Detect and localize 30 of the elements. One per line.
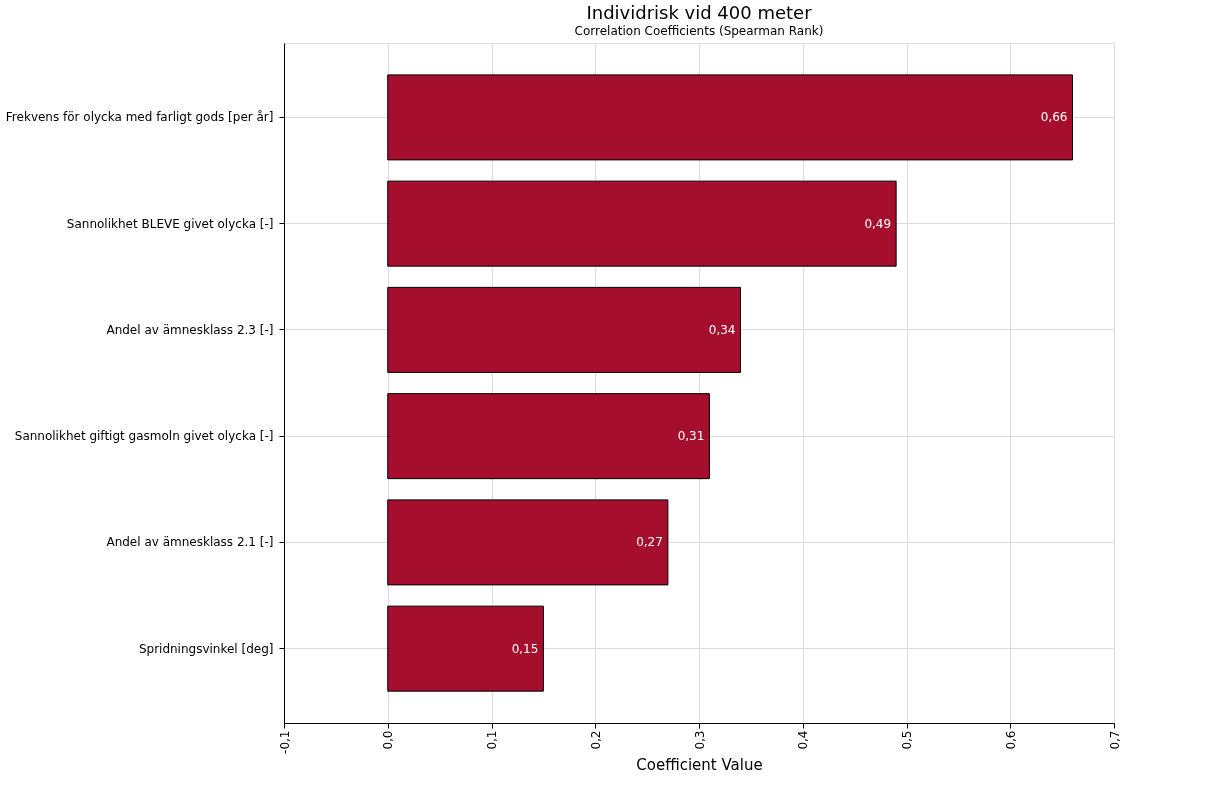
y-tick-label: Spridningsvinkel [deg]	[138, 641, 274, 656]
bar	[387, 74, 1073, 161]
x-tick-label: -0,1	[277, 730, 292, 754]
data-label: 0,27	[636, 535, 663, 550]
y-tick-label: Sannolikhet BLEVE givet olycka [-]	[66, 216, 274, 231]
x-tick-label: 0,1	[485, 730, 499, 750]
x-tick-label: 0,5	[900, 730, 914, 750]
x-tick-label: 0,0	[381, 730, 396, 750]
bar	[387, 393, 710, 480]
x-tick-label: 0,7	[1107, 730, 1122, 750]
bar	[387, 180, 897, 267]
bar	[387, 286, 741, 373]
x-tick-label: 0,3	[692, 730, 707, 750]
x-axis-title: Coefficient Value	[636, 755, 763, 774]
x-tick-label: 0,2	[588, 730, 603, 750]
data-label: 0,66	[1040, 110, 1068, 125]
bar	[387, 605, 544, 692]
data-label: 0,15	[511, 641, 539, 656]
y-tick-label: Andel av ämnesklass 2.1 [-]	[106, 535, 274, 550]
x-tick-label: 0,6	[1003, 730, 1018, 750]
data-label: 0,34	[708, 322, 736, 337]
chart-title: Individrisk vid 400 meter	[586, 2, 813, 23]
bar	[387, 499, 669, 586]
y-tick-label: Andel av ämnesklass 2.3 [-]	[106, 322, 274, 337]
chart-subtitle: Correlation Coefficients (Spearman Rank)	[574, 24, 824, 38]
y-tick-label: Sannolikhet giftigt gasmoln givet olycka [-]	[14, 429, 274, 444]
y-tick-label: Frekvens för olycka med farligt gods [per år]	[5, 110, 274, 125]
x-tick-label: 0,4	[796, 730, 811, 750]
data-label: 0,49	[864, 216, 892, 231]
data-label: 0,31	[677, 429, 705, 444]
